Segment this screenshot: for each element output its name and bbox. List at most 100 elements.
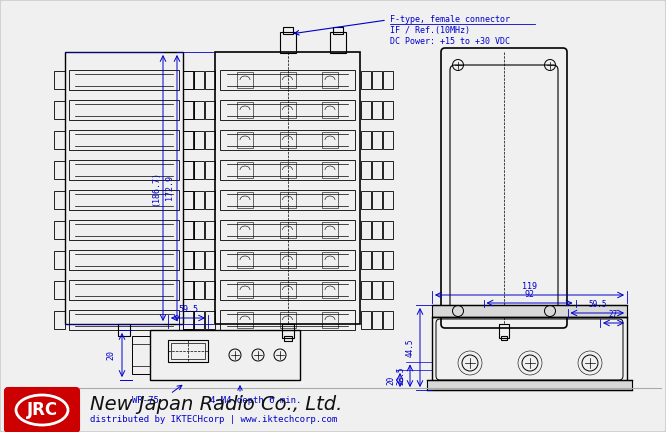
Bar: [69, 190, 179, 210]
Bar: [69, 100, 179, 120]
Bar: [54, 101, 65, 119]
FancyBboxPatch shape: [5, 388, 79, 432]
Bar: [237, 132, 253, 148]
Bar: [383, 221, 393, 239]
Bar: [322, 222, 338, 238]
Bar: [205, 311, 215, 329]
Bar: [322, 312, 338, 328]
Bar: [361, 311, 371, 329]
Bar: [237, 312, 253, 328]
Text: 59.5: 59.5: [178, 305, 198, 314]
Bar: [220, 310, 355, 330]
Bar: [205, 101, 215, 119]
Bar: [69, 250, 179, 270]
Bar: [372, 71, 382, 89]
Bar: [237, 282, 253, 298]
Bar: [183, 251, 194, 269]
Bar: [383, 131, 393, 149]
Bar: [220, 190, 355, 210]
Bar: [282, 324, 294, 338]
Bar: [194, 191, 204, 209]
Bar: [322, 72, 338, 88]
Bar: [237, 72, 253, 88]
Bar: [54, 221, 65, 239]
Bar: [280, 162, 296, 178]
Text: 28.5: 28.5: [396, 366, 405, 385]
Bar: [501, 336, 507, 340]
Bar: [383, 101, 393, 119]
Bar: [237, 162, 253, 178]
Bar: [282, 27, 292, 34]
Bar: [280, 102, 296, 118]
Bar: [194, 251, 204, 269]
Bar: [322, 192, 338, 208]
Text: 59.5: 59.5: [588, 300, 607, 309]
Bar: [183, 161, 194, 179]
Text: 4-M4 depth 6 min.: 4-M4 depth 6 min.: [210, 396, 302, 405]
Bar: [69, 130, 179, 150]
Bar: [54, 161, 65, 179]
Bar: [183, 101, 193, 119]
Bar: [54, 251, 65, 269]
Bar: [322, 132, 338, 148]
Bar: [183, 221, 193, 239]
Bar: [183, 191, 193, 209]
Bar: [237, 192, 253, 208]
Bar: [69, 280, 179, 300]
Bar: [205, 71, 215, 89]
Bar: [69, 70, 179, 90]
Bar: [194, 311, 204, 329]
Bar: [183, 131, 194, 149]
Bar: [220, 280, 355, 300]
Text: 27: 27: [609, 310, 618, 319]
Bar: [284, 336, 292, 341]
Bar: [280, 312, 296, 328]
Bar: [220, 250, 355, 270]
Bar: [183, 311, 193, 329]
Bar: [183, 131, 193, 149]
Bar: [280, 132, 296, 148]
Text: 20: 20: [386, 375, 395, 384]
Bar: [215, 52, 360, 324]
Bar: [69, 160, 179, 180]
Bar: [322, 162, 338, 178]
Bar: [220, 130, 355, 150]
Bar: [194, 131, 204, 149]
Bar: [322, 282, 338, 298]
Bar: [280, 192, 296, 208]
Bar: [280, 252, 296, 268]
Bar: [69, 220, 179, 240]
Bar: [69, 310, 179, 330]
Bar: [150, 330, 300, 380]
Bar: [372, 161, 382, 179]
Bar: [280, 282, 296, 298]
Bar: [194, 101, 204, 119]
Bar: [194, 281, 204, 299]
Text: 119: 119: [522, 282, 537, 291]
Bar: [205, 191, 215, 209]
Bar: [183, 251, 193, 269]
Text: JRC: JRC: [27, 401, 57, 419]
Bar: [322, 252, 338, 268]
Text: WR-75: WR-75: [132, 396, 159, 405]
Bar: [383, 281, 393, 299]
Bar: [280, 222, 296, 238]
Bar: [383, 251, 393, 269]
Bar: [237, 252, 253, 268]
Text: 44.5: 44.5: [406, 338, 415, 357]
Bar: [54, 191, 65, 209]
Bar: [183, 311, 194, 329]
Bar: [220, 220, 355, 240]
Text: 20: 20: [106, 350, 115, 360]
Bar: [54, 311, 65, 329]
Bar: [372, 251, 382, 269]
Bar: [383, 191, 393, 209]
Bar: [280, 72, 296, 88]
Bar: [237, 102, 253, 118]
Bar: [432, 305, 627, 317]
Bar: [499, 324, 509, 338]
Bar: [372, 281, 382, 299]
Bar: [322, 102, 338, 118]
Bar: [118, 324, 130, 336]
Bar: [54, 131, 65, 149]
